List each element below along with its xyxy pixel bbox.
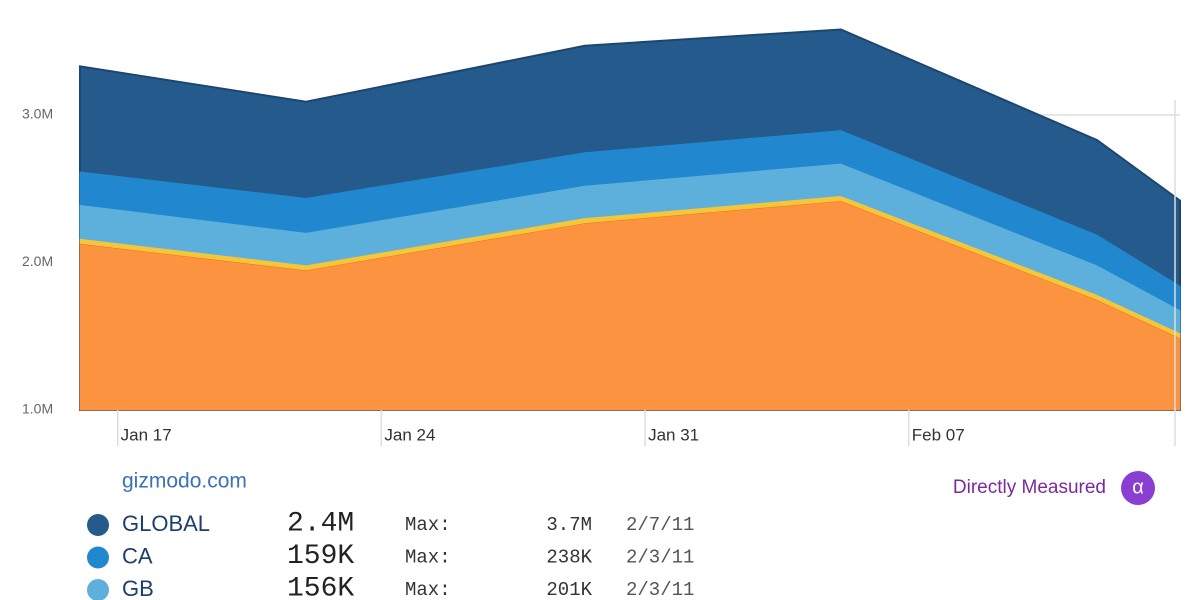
max-label: Max: (405, 579, 451, 600)
legend-swatch (87, 579, 109, 600)
legend-swatch (87, 514, 109, 536)
y-tick-label: 2.0M (22, 253, 53, 269)
y-tick-label: 1.0M (22, 401, 53, 417)
max-date: 2/7/11 (626, 514, 694, 536)
y-tick-label: 3.0M (22, 106, 53, 122)
legend-label: GB (122, 576, 154, 600)
max-label: Max: (405, 514, 451, 536)
max-value: 3.7M (546, 514, 592, 536)
current-value: 2.4M (287, 508, 354, 539)
x-tick-label: Jan 24 (384, 425, 435, 444)
x-tick-label: Feb 07 (912, 425, 965, 444)
legend-label: GLOBAL (122, 511, 210, 536)
badge-icon-bg (1121, 471, 1155, 505)
badge-label: Directly Measured (953, 477, 1106, 498)
legend-label: CA (122, 543, 153, 568)
x-tick-label: Jan 17 (121, 425, 172, 444)
area (79, 130, 1181, 311)
x-tick-label: Jan 31 (648, 425, 699, 444)
max-value: 238K (546, 547, 592, 569)
site-name: gizmodo.com (122, 470, 247, 493)
badge-icon: α (1132, 476, 1144, 498)
legend-swatch (87, 546, 109, 569)
max-date: 2/3/11 (626, 579, 694, 600)
max-date: 2/3/11 (626, 547, 694, 569)
max-label: Max: (405, 547, 451, 569)
current-value: 159K (287, 541, 354, 572)
current-value: 156K (287, 573, 354, 600)
max-value: 201K (546, 579, 592, 600)
